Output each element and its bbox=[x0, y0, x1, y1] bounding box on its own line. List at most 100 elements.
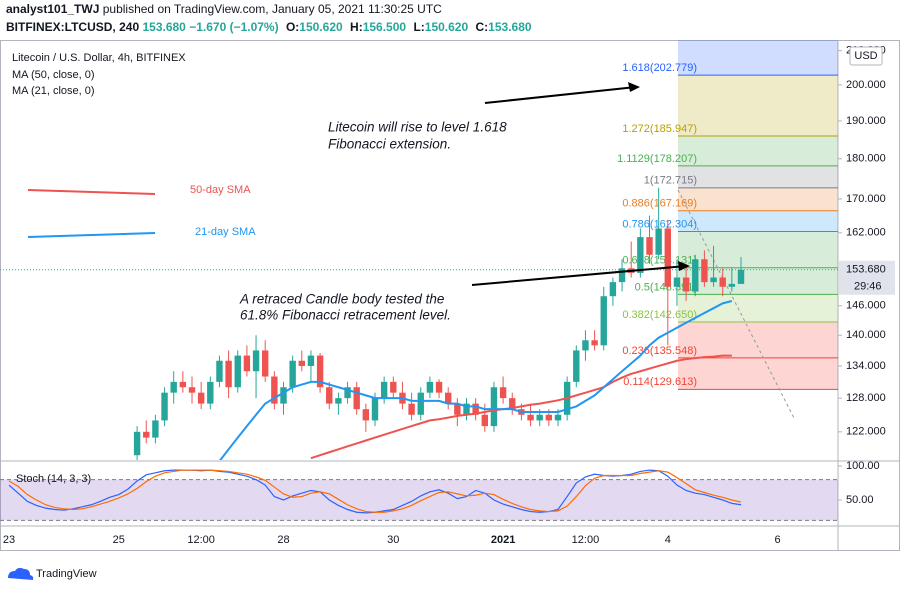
candle-body bbox=[600, 296, 607, 346]
candle-body bbox=[262, 350, 269, 377]
candle-body bbox=[655, 228, 662, 255]
sma-key-line bbox=[27, 232, 156, 238]
annotation: 61.8% Fibonacci retracement level. bbox=[240, 308, 451, 323]
symbol: BITFINEX:LTCUSD, 240 bbox=[6, 20, 139, 34]
ohlc-value: 150.620 bbox=[299, 20, 343, 34]
y-tick-label: 200.000 bbox=[846, 79, 886, 91]
candle-body bbox=[280, 387, 287, 404]
candle-body bbox=[380, 381, 388, 399]
currency: USD bbox=[854, 50, 877, 62]
y-tick-label: 190.000 bbox=[846, 115, 886, 127]
fib-label: 0.236(135.548) bbox=[622, 345, 697, 357]
y-tick-label: 50.00 bbox=[846, 494, 874, 506]
candle-body bbox=[335, 398, 342, 404]
candle-body bbox=[417, 392, 424, 415]
candle-body bbox=[582, 340, 589, 351]
candle-body bbox=[545, 414, 553, 421]
currency-box bbox=[849, 46, 883, 66]
candle-body bbox=[289, 360, 296, 388]
candle-body bbox=[143, 431, 150, 438]
candle-body bbox=[646, 237, 653, 255]
stoch-line bbox=[8, 469, 742, 513]
candle-body bbox=[490, 387, 498, 427]
x-tick-label: 23 bbox=[3, 534, 15, 546]
price: 153.680 bbox=[142, 20, 186, 34]
fib-label: 0.5(148.391) bbox=[635, 281, 697, 293]
x-tick-label: 30 bbox=[387, 534, 399, 546]
candle-body bbox=[692, 259, 699, 292]
countdown: 29:46 bbox=[854, 281, 882, 293]
pane-title: Litecoin / U.S. Dollar, 4h, BITFINEX bbox=[12, 52, 186, 64]
annotation: A retraced Candle body tested the bbox=[239, 292, 444, 307]
fib-band bbox=[678, 165, 838, 188]
y-tick-label: 146.000 bbox=[846, 300, 886, 312]
annotation: Litecoin will rise to level 1.618 bbox=[328, 120, 507, 135]
ohlc-key: L: bbox=[413, 20, 424, 34]
candle-body bbox=[152, 420, 159, 438]
candle-body bbox=[197, 392, 205, 404]
stoch-pane bbox=[0, 469, 838, 521]
candle-body bbox=[454, 403, 461, 415]
candle-body bbox=[435, 381, 443, 393]
candle-body bbox=[728, 283, 736, 287]
fib-label: 1.1129(178.207) bbox=[617, 153, 697, 165]
fib-label: 1.618(202.779) bbox=[622, 62, 697, 74]
fib-label: 0.382(142.650) bbox=[622, 309, 697, 321]
annotation: Fibonacci extension. bbox=[328, 137, 451, 152]
arrow-head bbox=[628, 82, 640, 92]
x-tick-label: 12:00 bbox=[187, 534, 215, 546]
last-price-label: 153.680 bbox=[846, 264, 886, 276]
candle-body bbox=[133, 431, 141, 456]
fib-band bbox=[678, 136, 838, 166]
candle-body bbox=[170, 381, 177, 393]
fib-band bbox=[678, 294, 838, 323]
fib-band bbox=[678, 40, 838, 76]
candle-body bbox=[637, 237, 644, 273]
change: −1.670 (−1.07%) bbox=[189, 20, 278, 34]
legend-entry: MA (21, close, 0) bbox=[12, 85, 95, 97]
y-tick-label: 134.000 bbox=[846, 360, 886, 372]
fib-band bbox=[678, 357, 838, 390]
fib-label: 1(172.715) bbox=[644, 175, 697, 187]
candle-body bbox=[353, 387, 360, 410]
candle-body bbox=[673, 277, 681, 287]
fib-label: 0.114(129.613) bbox=[623, 376, 697, 388]
candle-body bbox=[307, 355, 315, 366]
moving-average bbox=[310, 354, 732, 460]
main-pane: 1.618(202.779) 1.272(185.947) 1.1129(178.2… bbox=[0, 40, 838, 460]
candle-body bbox=[243, 355, 251, 372]
projection-line bbox=[677, 189, 796, 421]
author: analyst101_TWJ bbox=[6, 2, 99, 16]
candle-body bbox=[298, 360, 305, 366]
fib-label: 0.886(167.169) bbox=[622, 198, 697, 210]
candle-body bbox=[499, 387, 507, 399]
ohlc-value: 150.620 bbox=[425, 20, 469, 34]
candle-body bbox=[536, 414, 543, 421]
ohlc-value: 153.680 bbox=[488, 20, 532, 34]
candle-body bbox=[362, 409, 370, 421]
candle-body bbox=[481, 414, 488, 427]
candle-body bbox=[225, 360, 232, 388]
candle-body bbox=[445, 392, 452, 404]
candle-body bbox=[179, 381, 187, 388]
candle-body bbox=[573, 350, 580, 382]
candle-body bbox=[426, 381, 434, 393]
y-tick-label: 140.000 bbox=[846, 329, 886, 341]
fib-band bbox=[678, 322, 838, 358]
candle-body bbox=[509, 398, 516, 410]
candle-body bbox=[682, 277, 690, 292]
x-tick-label: 28 bbox=[277, 534, 289, 546]
moving-average bbox=[219, 300, 733, 460]
candle-body bbox=[271, 376, 278, 404]
candle-body bbox=[326, 387, 333, 404]
ohlc-key: C: bbox=[476, 20, 489, 34]
y-tick-label: 170.000 bbox=[846, 193, 886, 205]
candle-body bbox=[252, 350, 260, 372]
y-tick-label: 162.000 bbox=[846, 227, 886, 239]
overlay: Litecoin / U.S. Dollar, 4h, BITFINEX MA … bbox=[8, 46, 883, 580]
arrow-head bbox=[678, 261, 690, 271]
candle-body bbox=[161, 392, 168, 421]
x-tick-label: 4 bbox=[665, 534, 671, 546]
candle-body bbox=[390, 381, 397, 393]
